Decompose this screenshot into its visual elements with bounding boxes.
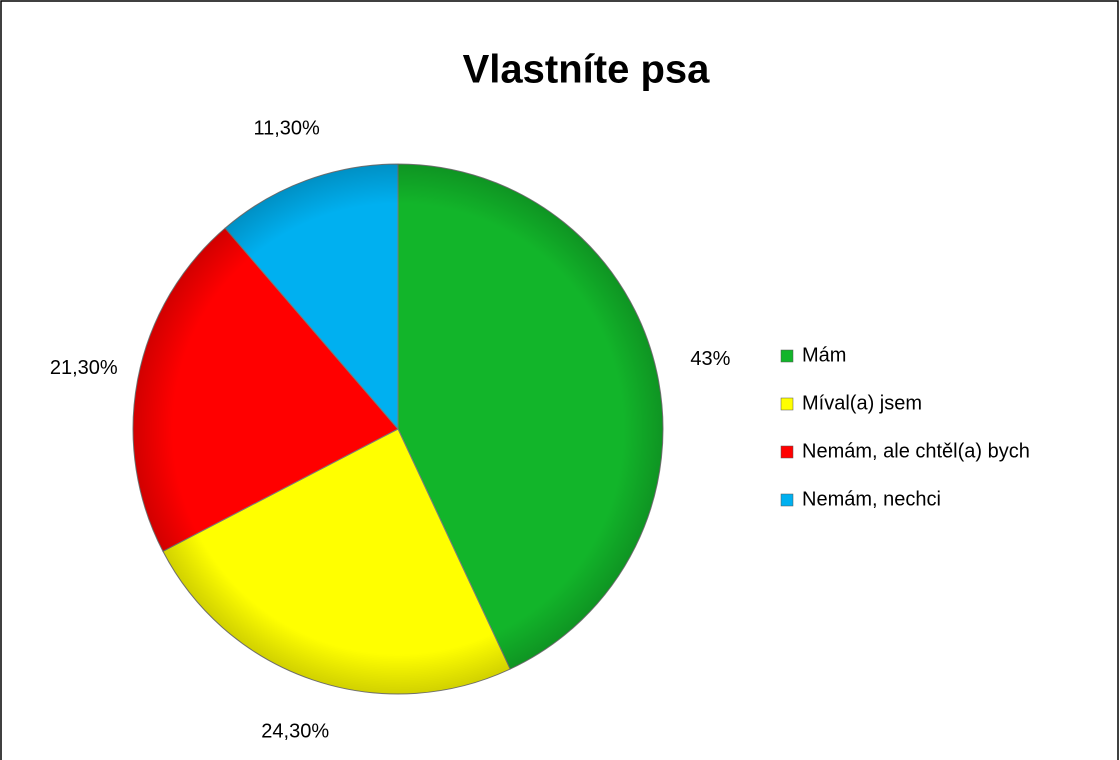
data-label: 11,30% (253, 117, 320, 139)
legend-swatch (780, 445, 794, 459)
data-label: 21,30% (50, 357, 118, 379)
legend-swatch (780, 493, 794, 507)
legend-label: Míval(a) jsem (802, 392, 922, 414)
data-label: 24,30% (261, 720, 329, 742)
legend-swatch (780, 349, 794, 363)
legend-label: Mám (802, 344, 846, 366)
data-label: 43% (690, 348, 730, 370)
chart-title: Vlastníte psa (463, 48, 711, 92)
legend-label: Nemám, ale chtěl(a) bych (802, 440, 1030, 462)
legend-swatch (780, 397, 794, 411)
legend-label: Nemám, nechci (802, 488, 941, 510)
